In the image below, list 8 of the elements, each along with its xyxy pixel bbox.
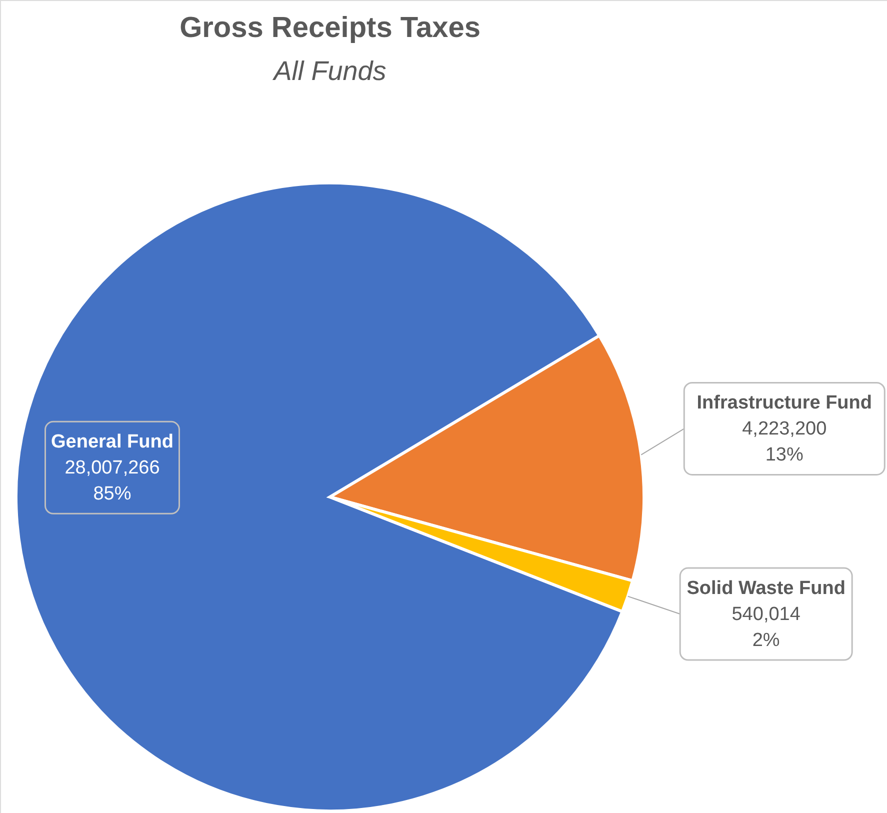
data-label: 4,223,200 13% bbox=[742, 418, 827, 466]
data-label: 28,007,266 85% bbox=[64, 458, 160, 505]
slice-label: Solid Waste Fund bbox=[686, 578, 846, 600]
chart-subtitle: All Funds bbox=[272, 56, 386, 86]
slice-label: General Fund bbox=[51, 432, 174, 453]
slice-label: Infrastructure Fund bbox=[696, 392, 872, 414]
data-label: 540,014 2% bbox=[732, 604, 801, 652]
chart-title: Gross Receipts Taxes bbox=[180, 12, 480, 44]
